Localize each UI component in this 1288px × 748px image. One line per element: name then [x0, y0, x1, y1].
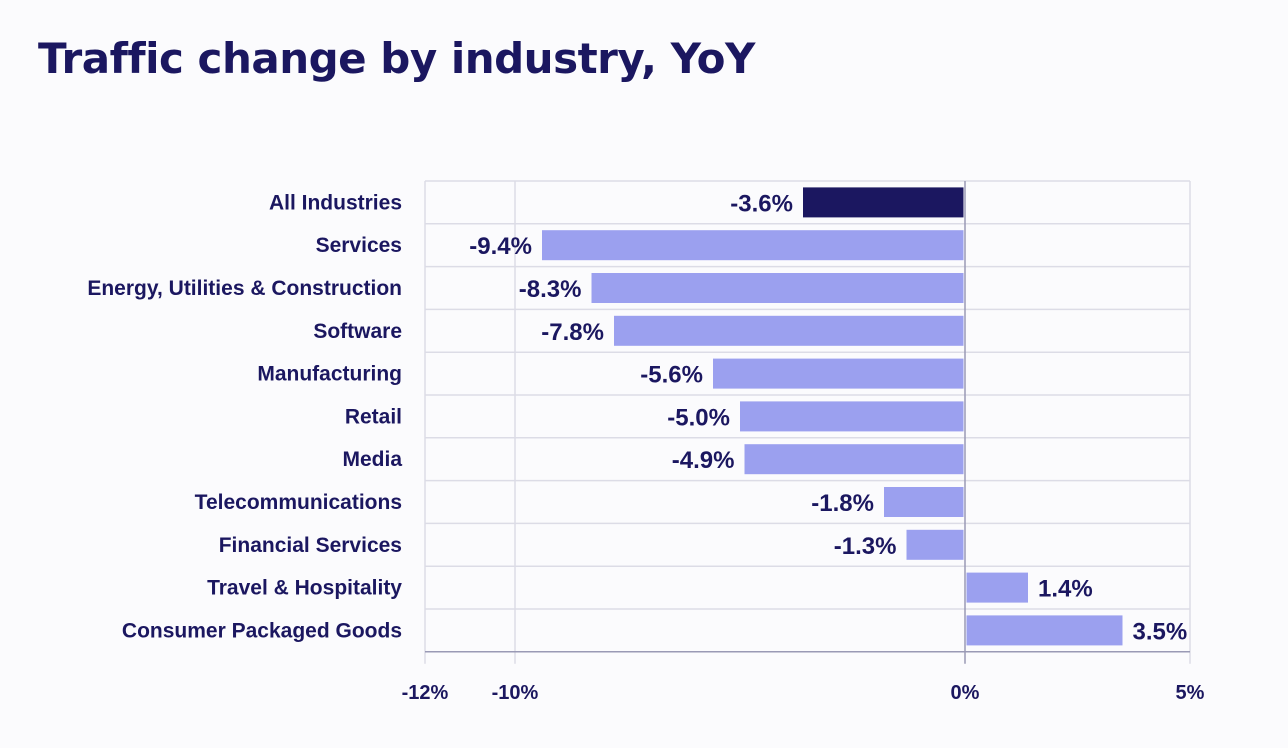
- data-label: -5.6%: [640, 362, 703, 389]
- data-label: 1.4%: [1038, 576, 1093, 603]
- category-label: Software: [313, 320, 402, 343]
- data-label: -5.0%: [667, 404, 730, 431]
- bar: [614, 315, 964, 346]
- category-label: Travel & Hospitality: [207, 577, 402, 600]
- data-label: -3.6%: [730, 190, 793, 217]
- x-tick-label: 5%: [1176, 682, 1205, 704]
- category-label: Consumer Packaged Goods: [122, 619, 402, 642]
- category-label: Energy, Utilities & Construction: [87, 277, 402, 300]
- category-label: All Industries: [269, 191, 402, 214]
- bar: [966, 615, 1123, 646]
- data-label: -7.8%: [541, 319, 604, 346]
- data-label: -1.8%: [811, 490, 874, 517]
- category-label: Services: [316, 234, 402, 257]
- data-label: -9.4%: [469, 233, 532, 260]
- data-label: 3.5%: [1133, 618, 1188, 645]
- category-label: Financial Services: [219, 534, 402, 557]
- bar: [966, 572, 1028, 603]
- bar: [542, 230, 964, 261]
- category-label: Telecommunications: [195, 491, 402, 514]
- data-label: -1.3%: [834, 533, 897, 560]
- data-label: -4.9%: [672, 447, 735, 474]
- x-tick-label: -12%: [402, 682, 449, 704]
- category-label: Media: [342, 448, 402, 471]
- x-tick-label: 0%: [951, 682, 980, 704]
- bar: [713, 358, 964, 389]
- category-label: Retail: [345, 405, 402, 428]
- bar: [906, 529, 964, 560]
- bar: [884, 487, 964, 517]
- category-label: Manufacturing: [257, 363, 402, 386]
- bar: [803, 187, 964, 218]
- chart-title: Traffic change by industry, YoY: [38, 34, 755, 83]
- bar: [744, 444, 964, 475]
- bar: [740, 401, 964, 432]
- bar: [591, 273, 964, 303]
- x-tick-label: -10%: [492, 682, 539, 704]
- data-label: -8.3%: [519, 276, 582, 303]
